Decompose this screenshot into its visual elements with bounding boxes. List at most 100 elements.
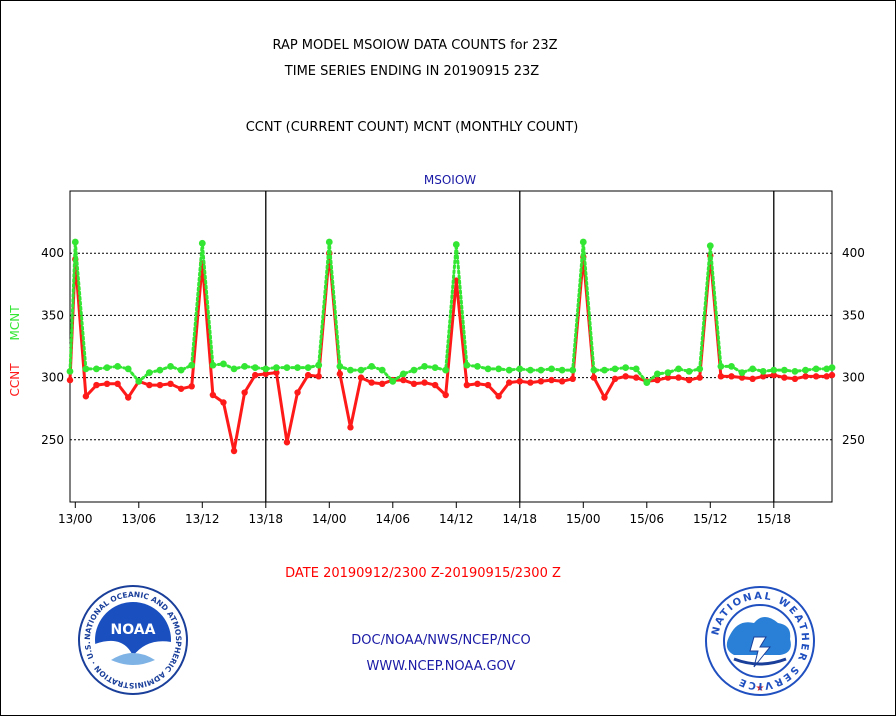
data-point-mcnt bbox=[283, 364, 291, 372]
data-point-ccnt bbox=[611, 375, 619, 383]
y-tick-label-right: 250 bbox=[842, 433, 865, 447]
data-point-mcnt bbox=[611, 365, 619, 373]
x-tick-label: 13/18 bbox=[248, 512, 283, 526]
data-point-ccnt bbox=[114, 380, 121, 388]
series-line-ccnt bbox=[68, 251, 833, 453]
data-point-mcnt bbox=[124, 365, 132, 373]
y-tick-label-right: 350 bbox=[842, 308, 865, 322]
data-point-ccnt bbox=[177, 385, 185, 392]
data-point-mcnt bbox=[495, 365, 503, 373]
data-point-mcnt bbox=[791, 367, 799, 375]
data-point-ccnt bbox=[527, 379, 534, 386]
data-point-ccnt bbox=[283, 439, 291, 446]
data-point-mcnt bbox=[347, 366, 354, 374]
data-point-ccnt bbox=[558, 378, 566, 385]
data-point-ccnt bbox=[93, 381, 100, 389]
series-layer bbox=[66, 238, 836, 455]
data-point-ccnt bbox=[484, 381, 492, 389]
data-point-mcnt bbox=[717, 363, 725, 370]
data-point-mcnt bbox=[93, 365, 100, 373]
x-tick-label: 14/12 bbox=[439, 512, 474, 526]
data-point-mcnt bbox=[82, 365, 90, 373]
data-point-mcnt bbox=[198, 239, 206, 247]
data-point-mcnt bbox=[336, 363, 344, 370]
data-point-mcnt bbox=[653, 370, 661, 378]
y-axis-ticks: 250 250 300 300 350 350 400 400 bbox=[41, 246, 865, 447]
data-point-ccnt bbox=[410, 380, 418, 388]
national-weather-service-logo: ★ NATIONAL WEATHER SERVICE bbox=[705, 586, 815, 696]
data-point-ccnt bbox=[315, 373, 322, 380]
data-point-ccnt bbox=[156, 381, 164, 389]
data-point-mcnt bbox=[368, 363, 376, 370]
data-point-ccnt bbox=[738, 374, 746, 381]
website-link[interactable]: WWW.NCEP.NOAA.GOV bbox=[366, 659, 516, 674]
data-point-ccnt bbox=[273, 369, 280, 376]
data-point-mcnt bbox=[728, 363, 735, 370]
data-point-mcnt bbox=[601, 366, 608, 374]
data-point-ccnt bbox=[368, 379, 375, 386]
data-point-mcnt bbox=[66, 367, 74, 375]
y-tick-label-right: 400 bbox=[842, 246, 865, 260]
data-point-mcnt bbox=[812, 365, 820, 373]
data-point-ccnt bbox=[812, 373, 820, 380]
data-point-mcnt bbox=[823, 365, 831, 373]
data-point-ccnt bbox=[590, 374, 598, 381]
data-point-mcnt bbox=[759, 367, 767, 375]
data-point-ccnt bbox=[654, 376, 661, 384]
data-point-mcnt bbox=[209, 361, 217, 369]
x-tick-label: 13/12 bbox=[185, 512, 220, 526]
data-point-mcnt bbox=[357, 366, 365, 374]
data-point-mcnt bbox=[622, 364, 630, 372]
x-tick-label: 15/18 bbox=[756, 512, 791, 526]
data-point-mcnt bbox=[632, 365, 640, 373]
data-point-mcnt bbox=[685, 367, 693, 375]
data-point-mcnt bbox=[558, 366, 566, 374]
data-point-mcnt bbox=[675, 365, 682, 373]
data-point-ccnt bbox=[781, 374, 788, 381]
data-point-ccnt bbox=[294, 389, 301, 396]
y-tick-label-left: 300 bbox=[41, 371, 64, 385]
data-point-ccnt bbox=[209, 391, 217, 399]
x-axis-ticks: 13/00 13/06 13/12 13/18 14/00 14/06 14/12 14/18… bbox=[58, 502, 791, 526]
data-point-ccnt bbox=[400, 376, 407, 384]
data-point-ccnt bbox=[685, 376, 693, 384]
y-axis-label-mcnt: MCNT bbox=[8, 305, 22, 341]
data-point-ccnt bbox=[167, 380, 174, 388]
data-point-ccnt bbox=[379, 380, 386, 388]
organization-label: DOC/NOAA/NWS/NCEP/NCO bbox=[351, 633, 531, 648]
data-point-ccnt bbox=[220, 399, 227, 406]
series-line-mcnt bbox=[68, 241, 834, 385]
data-point-mcnt bbox=[643, 379, 651, 386]
plot-title: MSOIOW bbox=[424, 173, 476, 187]
data-point-ccnt bbox=[262, 370, 269, 378]
data-point-mcnt bbox=[220, 360, 227, 368]
data-point-ccnt bbox=[601, 394, 608, 401]
data-point-mcnt bbox=[452, 241, 460, 248]
data-point-mcnt bbox=[304, 364, 312, 372]
data-point-ccnt bbox=[760, 373, 767, 380]
data-point-ccnt bbox=[664, 374, 672, 381]
data-point-mcnt bbox=[114, 363, 122, 370]
data-point-mcnt bbox=[548, 365, 555, 373]
data-point-mcnt bbox=[569, 366, 577, 374]
x-tick-label: 15/00 bbox=[566, 512, 601, 526]
data-point-ccnt bbox=[82, 393, 90, 400]
data-point-ccnt bbox=[421, 379, 428, 386]
data-point-ccnt bbox=[749, 375, 756, 383]
data-point-ccnt bbox=[802, 373, 809, 380]
chart-subtitle-legend: CCNT (CURRENT COUNT) MCNT (MONTHLY COUNT… bbox=[245, 120, 579, 135]
data-point-mcnt bbox=[516, 365, 524, 373]
data-point-ccnt bbox=[463, 381, 471, 389]
data-point-ccnt bbox=[431, 381, 439, 389]
data-point-ccnt bbox=[548, 376, 555, 384]
data-point-ccnt bbox=[828, 371, 836, 379]
data-point-ccnt bbox=[336, 370, 344, 378]
data-point-ccnt bbox=[103, 380, 111, 388]
data-point-mcnt bbox=[431, 364, 439, 372]
data-point-mcnt bbox=[177, 366, 185, 374]
data-point-mcnt bbox=[167, 363, 174, 370]
date-range-label: DATE 20190912/2300 Z-20190915/2300 Z bbox=[285, 566, 561, 581]
data-point-mcnt bbox=[463, 361, 471, 369]
data-point-mcnt bbox=[590, 366, 598, 374]
